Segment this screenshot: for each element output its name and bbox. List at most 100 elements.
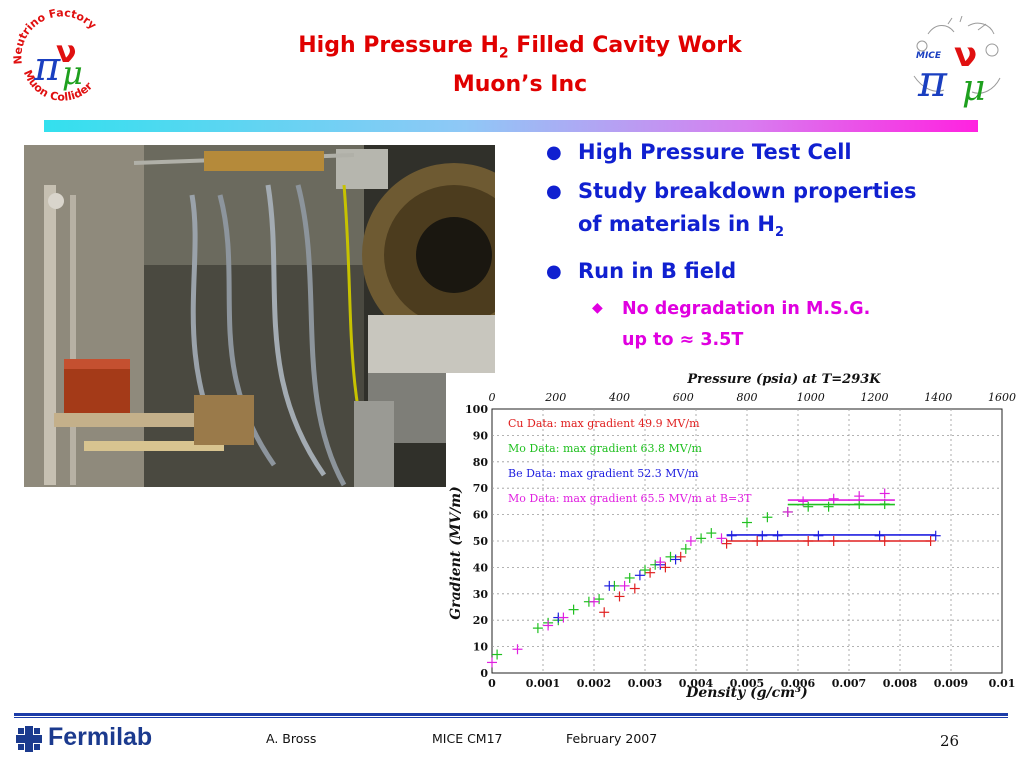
y-tick-label: 100 bbox=[465, 403, 488, 416]
top-tick-label: 600 bbox=[673, 391, 694, 404]
mice-logo-text: MICE bbox=[916, 51, 942, 61]
fermilab-logo: Fermilab bbox=[14, 722, 164, 754]
fermilab-mark-icon bbox=[16, 726, 42, 752]
svg-text:ν: ν bbox=[56, 35, 76, 70]
data-point bbox=[879, 488, 890, 499]
x-axis-label: Density (g/cm³) bbox=[685, 685, 808, 701]
x-tick-label: 0.01 bbox=[989, 677, 1016, 690]
gradient-divider bbox=[44, 120, 978, 132]
data-point bbox=[823, 501, 834, 512]
data-point bbox=[803, 501, 814, 512]
legend-entry: Mo Data: max gradient 65.5 MV/m at B=3T bbox=[508, 492, 752, 505]
bullet-item: ● Run in B field bbox=[540, 255, 980, 288]
top-tick-label: 400 bbox=[608, 391, 630, 404]
y-tick-label: 90 bbox=[473, 429, 489, 442]
data-point bbox=[619, 580, 630, 591]
y-tick-label: 10 bbox=[473, 641, 489, 654]
footer-date: February 2007 bbox=[566, 731, 658, 746]
slide-title: High Pressure H2 Filled Cavity Work Muon… bbox=[240, 30, 800, 100]
data-point bbox=[782, 506, 793, 517]
x-tick-label: 0.002 bbox=[577, 677, 611, 690]
data-point bbox=[685, 536, 696, 546]
diamond-bullet-icon: ◆ bbox=[592, 300, 603, 317]
data-point bbox=[629, 583, 640, 594]
y-axis-label: Gradient (MV/m) bbox=[448, 486, 464, 619]
svg-text:π: π bbox=[33, 44, 61, 90]
page-number: 26 bbox=[940, 732, 960, 750]
legend-entry: Mo Data: max gradient 63.8 MV/m bbox=[508, 442, 702, 455]
y-tick-label: 70 bbox=[473, 482, 489, 495]
y-tick-label: 20 bbox=[473, 614, 489, 627]
data-point bbox=[655, 557, 666, 568]
bullet-item: ● High Pressure Test Cell bbox=[540, 136, 980, 169]
bullet-list: ● High Pressure Test Cell ● Study breakdow… bbox=[540, 136, 980, 356]
data-point bbox=[660, 562, 671, 573]
svg-text:μ: μ bbox=[962, 68, 985, 108]
data-point bbox=[742, 517, 752, 528]
data-point bbox=[624, 572, 635, 583]
data-point bbox=[716, 533, 727, 544]
legend-entry: Be Data: max gradient 52.3 MV/m bbox=[508, 467, 699, 480]
x-tick-label: 0.006 bbox=[781, 677, 816, 690]
data-point bbox=[599, 607, 610, 618]
fermilab-wordmark: Fermilab bbox=[48, 723, 153, 751]
data-point bbox=[543, 620, 554, 631]
bullet-item: ● Study breakdown properties of materials … bbox=[540, 175, 980, 249]
bullet-dot-icon: ● bbox=[546, 261, 562, 283]
top-tick-label: 200 bbox=[544, 391, 566, 404]
footer-rule-thin bbox=[14, 717, 1008, 718]
top-tick-label: 1400 bbox=[924, 391, 952, 404]
top-tick-label: 1600 bbox=[988, 391, 1016, 404]
top-tick-label: 1000 bbox=[797, 391, 825, 404]
bullet-dot-icon: ● bbox=[546, 142, 562, 163]
data-point bbox=[589, 596, 599, 607]
svg-text:ν: ν bbox=[954, 35, 977, 75]
data-point bbox=[568, 604, 579, 615]
top-tick-label: 800 bbox=[737, 391, 758, 404]
data-point bbox=[614, 591, 625, 602]
data-point bbox=[532, 623, 543, 634]
y-tick-label: 30 bbox=[473, 588, 489, 601]
x-tick-label: 0.003 bbox=[628, 677, 662, 690]
title-line-2: Muon’s Inc bbox=[452, 72, 588, 98]
x-tick-label: 0 bbox=[488, 677, 496, 690]
data-point bbox=[512, 644, 523, 655]
data-point bbox=[762, 512, 773, 523]
data-point bbox=[645, 567, 656, 578]
top-tick-label: 0 bbox=[489, 391, 496, 404]
data-point bbox=[594, 594, 605, 605]
data-point bbox=[680, 543, 691, 554]
x-tick-label: 0.007 bbox=[832, 677, 866, 690]
title-line-1: High Pressure H2 Filled Cavity Work bbox=[298, 33, 742, 62]
x-tick-label: 0.009 bbox=[934, 677, 968, 690]
bullet-dot-icon: ● bbox=[546, 181, 562, 202]
data-point bbox=[670, 554, 681, 565]
data-point bbox=[706, 528, 717, 539]
y-tick-label: 50 bbox=[473, 535, 489, 548]
y-tick-label: 0 bbox=[480, 667, 488, 680]
y-tick-label: 40 bbox=[473, 561, 489, 574]
data-point bbox=[828, 493, 839, 504]
data-point bbox=[675, 551, 686, 562]
footer-meeting: MICE CM17 bbox=[432, 731, 503, 746]
svg-text:μ: μ bbox=[62, 54, 83, 92]
footer-author: A. Bross bbox=[266, 731, 317, 746]
x-tick-label: 0.004 bbox=[679, 677, 714, 690]
x-tick-label: 0.001 bbox=[526, 677, 560, 690]
data-point bbox=[558, 612, 569, 623]
data-point bbox=[634, 570, 645, 581]
data-point bbox=[492, 649, 503, 660]
top-axis-label: Pressure (psia) at T=293K bbox=[686, 373, 881, 387]
y-tick-label: 60 bbox=[473, 509, 489, 522]
data-point bbox=[665, 551, 676, 562]
y-tick-label: 80 bbox=[473, 456, 489, 469]
legend-entry: Cu Data: max gradient 49.9 MV/m bbox=[508, 417, 700, 430]
data-point bbox=[640, 565, 650, 576]
top-tick-label: 1200 bbox=[861, 391, 889, 404]
data-point bbox=[487, 657, 497, 668]
gradient-density-chart: 0 0.001 0.002 0.003 0.004 0.005 0.006 0.007 0.00… bbox=[446, 372, 1024, 705]
svg-text:π: π bbox=[917, 56, 948, 107]
apparatus-photo bbox=[24, 145, 495, 487]
data-point bbox=[604, 580, 615, 591]
neutrino-factory-logo: Neutrino Factory Muon Collider π ν μ bbox=[10, 6, 110, 110]
